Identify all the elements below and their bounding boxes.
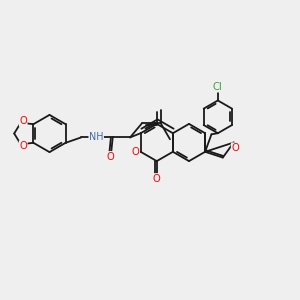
Text: Cl: Cl [213,82,223,92]
Text: O: O [153,174,161,184]
Text: O: O [131,147,139,157]
Text: O: O [231,143,239,153]
Text: O: O [107,152,115,162]
Text: O: O [19,116,27,126]
Text: O: O [19,141,27,151]
Text: NH: NH [89,132,103,142]
